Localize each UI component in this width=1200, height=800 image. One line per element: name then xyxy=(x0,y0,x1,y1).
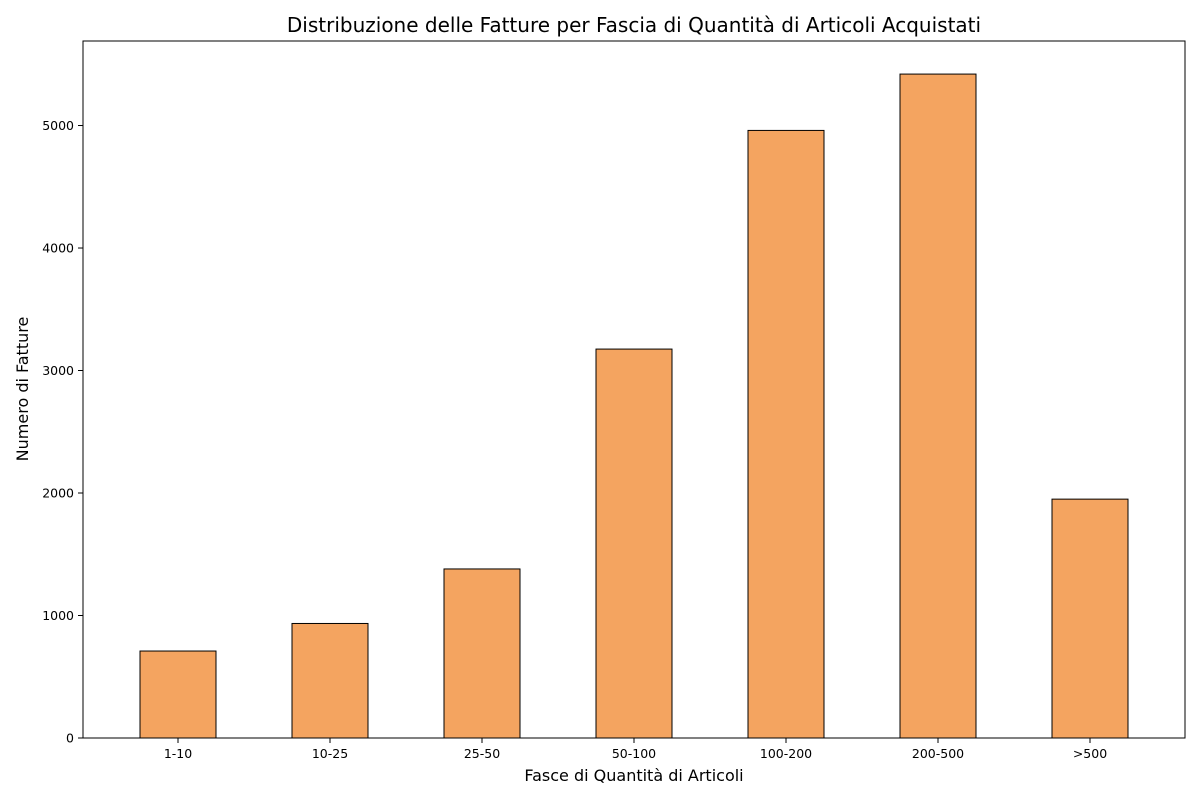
y-tick-label: 2000 xyxy=(42,486,74,501)
x-tick-label: 50-100 xyxy=(612,746,656,761)
bar-100-200 xyxy=(747,129,825,739)
bar-1-10 xyxy=(139,650,217,739)
y-tick-label: 3000 xyxy=(42,363,74,378)
y-tick-label: 0 xyxy=(66,731,74,746)
bar-10-25 xyxy=(291,622,369,739)
y-tick-label: 1000 xyxy=(42,608,74,623)
bar->500 xyxy=(1051,498,1129,739)
x-tick-label: 200-500 xyxy=(912,746,964,761)
y-tick-label: 4000 xyxy=(42,241,74,256)
x-tick-label: 25-50 xyxy=(464,746,500,761)
x-tick-label: 10-25 xyxy=(312,746,348,761)
x-tick-label: 1-10 xyxy=(164,746,192,761)
y-tick-label: 5000 xyxy=(42,118,74,133)
chart-title: Distribuzione delle Fatture per Fascia d… xyxy=(287,13,981,37)
x-axis-label: Fasce di Quantità di Articoli xyxy=(524,766,743,785)
x-axis: 1-10 10-25 25-50 50-100 100-200 200-500 >500 xyxy=(164,738,1107,761)
bars-group xyxy=(139,73,1129,739)
bar-200-500 xyxy=(899,73,977,739)
bar-25-50 xyxy=(443,568,521,739)
y-axis: 0 1000 2000 3000 4000 5000 xyxy=(42,118,83,746)
y-axis-label: Numero di Fatture xyxy=(13,317,32,462)
bar-50-100 xyxy=(595,348,673,739)
x-tick-label: >500 xyxy=(1073,746,1107,761)
x-tick-label: 100-200 xyxy=(760,746,812,761)
